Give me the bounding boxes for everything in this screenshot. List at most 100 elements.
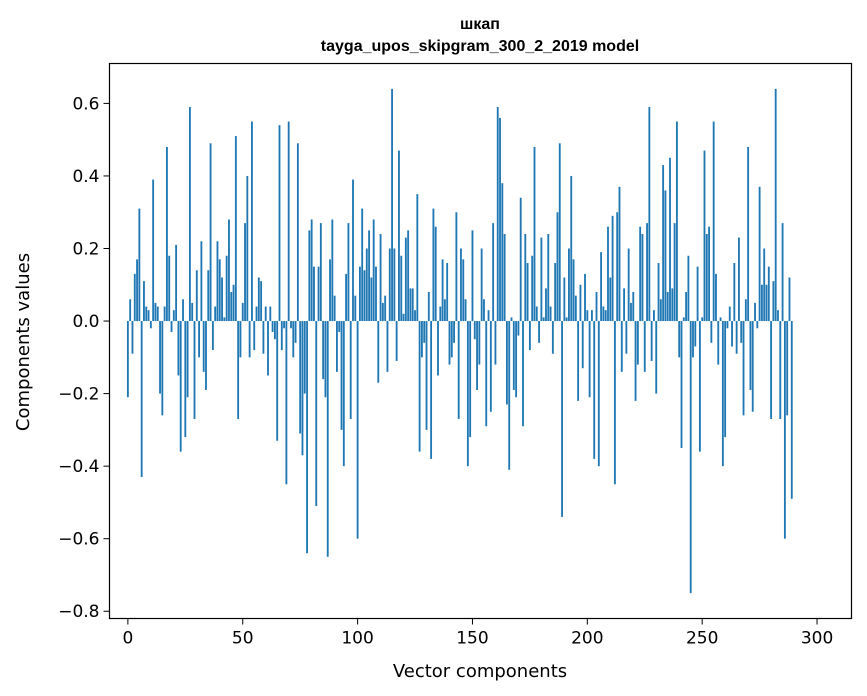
y-tick-label: 0.4 xyxy=(72,167,99,187)
bar xyxy=(453,321,455,343)
bar xyxy=(147,310,150,322)
bar xyxy=(694,321,697,347)
bar xyxy=(239,321,242,358)
bar xyxy=(313,266,315,322)
bar xyxy=(528,321,531,351)
bar xyxy=(627,248,630,322)
bar xyxy=(441,259,444,322)
y-tick-label: 0.6 xyxy=(72,94,99,114)
bar xyxy=(517,321,520,336)
bar xyxy=(349,321,352,419)
bar xyxy=(758,186,761,322)
bar xyxy=(696,266,699,322)
bar xyxy=(749,321,752,390)
bar xyxy=(315,321,318,507)
bar xyxy=(738,237,740,322)
bar xyxy=(209,143,212,322)
bar xyxy=(478,321,481,365)
bar xyxy=(310,219,313,322)
bar xyxy=(724,321,727,438)
bar xyxy=(205,321,207,390)
bar xyxy=(731,321,733,347)
bar xyxy=(604,310,607,322)
bar xyxy=(333,295,336,322)
bar xyxy=(715,273,717,322)
bar xyxy=(551,321,554,354)
bar xyxy=(342,321,345,467)
bar xyxy=(717,321,720,365)
bar xyxy=(719,317,722,322)
bar xyxy=(391,88,393,322)
bar xyxy=(241,302,244,322)
bar xyxy=(790,321,793,499)
bar xyxy=(443,299,446,322)
y-tick-label: −0.4 xyxy=(58,457,99,477)
bar xyxy=(154,302,157,322)
bar xyxy=(669,157,671,322)
x-tick-label: 300 xyxy=(801,629,833,649)
bar xyxy=(735,321,738,354)
bar xyxy=(253,321,256,351)
bar xyxy=(742,321,745,416)
bar xyxy=(402,313,405,322)
bar xyxy=(558,143,561,322)
y-tick-label: −0.8 xyxy=(58,602,99,622)
bar xyxy=(423,321,426,343)
bar xyxy=(591,310,593,322)
bar xyxy=(487,310,490,322)
bar xyxy=(303,321,306,394)
bar xyxy=(496,107,499,322)
bar xyxy=(503,233,506,322)
plot-area-frame xyxy=(108,62,853,620)
y-axis-ticks: −0.8 −0.6 −0.4 −0.2 0.0 0.2 0.4 0.6 xyxy=(58,94,110,622)
bar xyxy=(653,310,655,322)
bar xyxy=(584,273,586,322)
bar xyxy=(136,259,138,322)
bar xyxy=(492,223,495,322)
bar xyxy=(175,244,178,322)
bar xyxy=(202,321,205,372)
bar xyxy=(726,321,729,329)
bar xyxy=(526,263,529,322)
bar xyxy=(172,310,175,322)
bar xyxy=(356,321,359,539)
bar xyxy=(140,321,143,478)
bar xyxy=(446,263,449,322)
bar xyxy=(448,321,451,365)
bar xyxy=(143,281,145,322)
bar xyxy=(301,321,304,456)
bar xyxy=(657,263,660,322)
bar xyxy=(618,186,621,322)
bar xyxy=(476,321,478,390)
bar xyxy=(692,321,694,358)
bar xyxy=(531,255,534,322)
bar xyxy=(292,321,295,358)
bar xyxy=(251,121,253,322)
bar xyxy=(166,146,168,322)
bar xyxy=(324,321,327,398)
bar xyxy=(623,288,625,322)
bar xyxy=(760,284,763,322)
y-tick-label: −0.2 xyxy=(58,385,99,405)
bar xyxy=(228,219,230,322)
bar xyxy=(754,302,756,322)
bar xyxy=(439,306,442,322)
bar xyxy=(703,150,706,322)
bar xyxy=(455,212,458,322)
bar xyxy=(549,306,552,322)
bar xyxy=(489,321,492,412)
bar xyxy=(347,223,350,322)
bar xyxy=(547,233,550,322)
x-axis-ticks: 0 50 100 150 200 250 300 xyxy=(122,618,833,649)
bar xyxy=(223,317,226,322)
bar xyxy=(593,321,596,459)
x-tick-label: 150 xyxy=(456,629,488,649)
bar xyxy=(207,270,210,322)
bar xyxy=(664,190,667,322)
bar xyxy=(299,321,302,434)
bar xyxy=(427,292,430,322)
bar xyxy=(770,321,773,419)
bar xyxy=(767,266,770,322)
bar xyxy=(255,306,258,322)
bar xyxy=(368,230,371,322)
